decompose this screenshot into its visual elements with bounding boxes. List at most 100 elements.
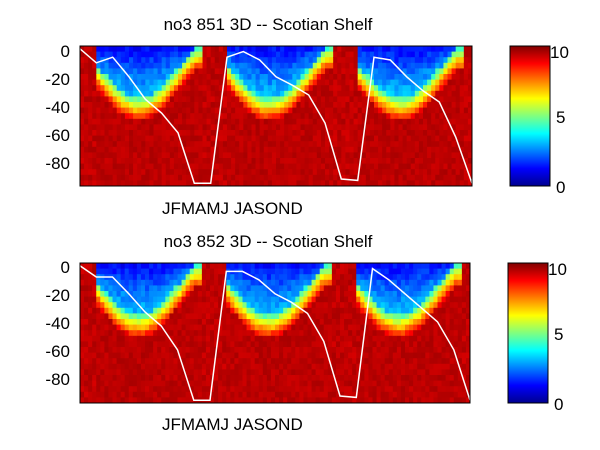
heatmap-cell	[382, 68, 387, 75]
heatmap-cell	[201, 307, 207, 314]
heatmap-cell	[169, 313, 175, 320]
heatmap-cell	[88, 391, 93, 398]
heatmap-cell	[341, 113, 347, 120]
heatmap-cell	[283, 274, 288, 281]
heatmap-cell	[112, 51, 118, 58]
heatmap-cell	[307, 274, 313, 281]
heatmap-cell	[173, 341, 179, 348]
heatmap-cell	[92, 96, 97, 103]
heatmap-cell	[445, 296, 451, 303]
heatmap-cell	[284, 46, 289, 53]
heatmap-cell	[198, 158, 204, 165]
heatmap-cell	[284, 152, 289, 159]
heatmap-cell	[467, 107, 472, 114]
mixed-layer-line	[80, 265, 470, 401]
heatmap-cell	[136, 296, 142, 303]
heatmap-cell	[133, 57, 138, 64]
heatmap-cell	[394, 74, 400, 81]
heatmap-cell	[299, 341, 305, 348]
heatmap-cell	[320, 146, 326, 153]
heatmap-cell	[425, 391, 430, 398]
heatmap-cell	[124, 51, 130, 58]
heatmap-cell	[384, 307, 390, 314]
heatmap-cell	[292, 124, 298, 131]
heatmap-cell	[194, 158, 200, 165]
heatmap-cell	[258, 363, 264, 370]
heatmap-cell	[259, 158, 265, 165]
heatmap-cell	[369, 163, 375, 170]
heatmap-cell	[226, 274, 231, 281]
heatmap-cell	[80, 90, 85, 97]
heatmap-cell	[226, 330, 231, 337]
heatmap-cell	[173, 163, 179, 170]
heatmap-cell	[96, 335, 101, 342]
heatmap-cell	[251, 90, 257, 97]
heatmap-cell	[104, 152, 110, 159]
heatmap-cell	[437, 324, 443, 331]
heatmap-cell	[234, 386, 240, 393]
heatmap-cell	[307, 279, 313, 286]
heatmap-cell	[140, 341, 146, 348]
heatmap-cell	[239, 85, 244, 92]
heatmap-cell	[304, 118, 310, 125]
heatmap-cell	[276, 152, 281, 159]
heatmap-cell	[402, 174, 408, 181]
heatmap-cell	[116, 141, 122, 148]
heatmap-cell	[300, 174, 306, 181]
heatmap-cell	[325, 169, 330, 176]
heatmap-cell	[369, 51, 375, 58]
heatmap-cell	[246, 307, 252, 314]
heatmap-cell	[140, 279, 146, 286]
heatmap-cell	[331, 285, 337, 292]
heatmap-cell	[132, 347, 138, 354]
heatmap-cell	[315, 263, 321, 270]
heatmap-cell	[182, 107, 187, 114]
heatmap-cell	[431, 174, 436, 181]
heatmap-cell	[129, 102, 134, 109]
heatmap-cell	[197, 268, 203, 275]
heatmap-cell	[205, 307, 211, 314]
heatmap-cell	[280, 169, 285, 176]
heatmap-cell	[100, 68, 106, 75]
heatmap-cell	[96, 268, 101, 275]
heatmap-cell	[235, 113, 240, 120]
heatmap-cell	[149, 169, 155, 176]
heatmap-cell	[262, 268, 268, 275]
heatmap-cell	[92, 113, 97, 120]
heatmap-cell	[429, 268, 435, 275]
heatmap-cell	[136, 324, 142, 331]
heatmap-cell	[145, 291, 150, 298]
heatmap-cell	[182, 180, 187, 186]
heatmap-cell	[266, 369, 272, 376]
heatmap-cell	[418, 124, 424, 131]
heatmap-cell	[165, 152, 171, 159]
heatmap-cell	[319, 330, 325, 337]
heatmap-cell	[357, 74, 363, 81]
heatmap-cell	[341, 163, 347, 170]
heatmap-cell	[197, 341, 203, 348]
heatmap-cell	[137, 135, 142, 142]
heatmap-cell	[169, 397, 175, 403]
heatmap-cell	[173, 102, 179, 109]
heatmap-cell	[145, 324, 150, 331]
heatmap-cell	[88, 174, 93, 181]
heatmap-cell	[369, 113, 375, 120]
heatmap-cell	[88, 358, 93, 365]
heatmap-cell	[280, 113, 285, 120]
heatmap-cell	[246, 397, 252, 403]
heatmap-cell	[161, 274, 166, 281]
heatmap-cell	[357, 68, 363, 75]
heatmap-cell	[276, 146, 281, 153]
heatmap-cell	[380, 347, 386, 354]
heatmap-cell	[421, 330, 426, 337]
heatmap-cell	[250, 352, 256, 359]
heatmap-cell	[124, 107, 130, 114]
heatmap-cell	[226, 369, 231, 376]
heatmap-cell	[206, 96, 212, 103]
heatmap-cell	[140, 386, 146, 393]
heatmap-cell	[300, 57, 306, 64]
heatmap-cell	[258, 380, 264, 387]
heatmap-cell	[267, 152, 273, 159]
heatmap-cell	[288, 141, 293, 148]
heatmap-cell	[173, 96, 179, 103]
